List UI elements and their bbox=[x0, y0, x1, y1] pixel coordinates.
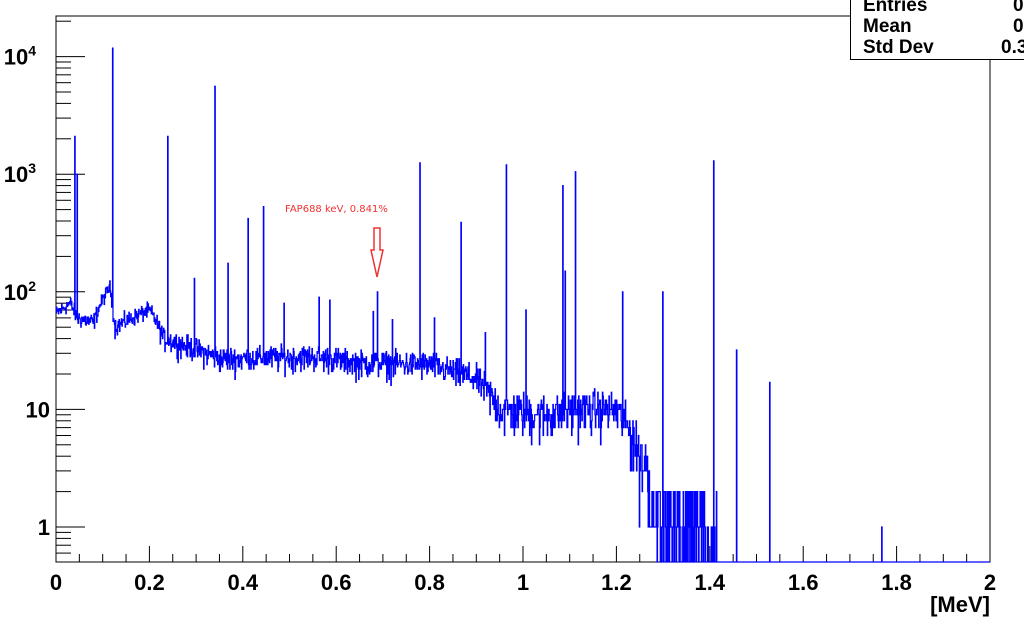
stats-entries-value: 0 bbox=[1013, 0, 1024, 16]
svg-text:1: 1 bbox=[517, 570, 529, 595]
svg-text:1.6: 1.6 bbox=[788, 570, 819, 595]
svg-text:1.4: 1.4 bbox=[695, 570, 726, 595]
y-axis-ticks bbox=[56, 20, 85, 554]
svg-text:104: 104 bbox=[4, 43, 36, 70]
y-axis-labels: 1 10 102 103 104 bbox=[4, 43, 50, 540]
stats-box: Entries 0 Mean 0 Std Dev 0.3 bbox=[850, 0, 1024, 60]
svg-text:1.8: 1.8 bbox=[881, 570, 912, 595]
x-axis-labels: 0 0.2 0.4 0.6 0.8 1 1.2 1.4 1.6 1.8 2 bbox=[50, 570, 996, 595]
spectrum-line bbox=[55, 47, 990, 563]
svg-text:0.8: 0.8 bbox=[414, 570, 445, 595]
svg-text:10: 10 bbox=[26, 397, 50, 422]
plot-frame bbox=[55, 15, 991, 563]
stats-stddev-value: 0.3 bbox=[1001, 37, 1024, 58]
svg-text:0.6: 0.6 bbox=[321, 570, 352, 595]
stats-stddev-label: Std Dev bbox=[863, 37, 934, 58]
arrow-down-icon bbox=[370, 227, 384, 278]
svg-text:1: 1 bbox=[38, 515, 50, 540]
svg-text:2: 2 bbox=[984, 570, 996, 595]
svg-text:0.4: 0.4 bbox=[228, 570, 259, 595]
svg-text:103: 103 bbox=[4, 160, 36, 187]
stats-mean-value: 0 bbox=[1013, 16, 1024, 37]
svg-text:102: 102 bbox=[4, 278, 36, 305]
annotation-text: FAP688 keV, 0.841% bbox=[285, 204, 388, 215]
svg-text:0.2: 0.2 bbox=[134, 570, 165, 595]
x-axis-ticks bbox=[55, 546, 991, 562]
svg-text:0: 0 bbox=[50, 570, 62, 595]
stats-mean-label: Mean bbox=[863, 16, 912, 37]
stats-entries-label: Entries bbox=[863, 0, 928, 16]
svg-text:1.2: 1.2 bbox=[601, 570, 632, 595]
x-axis-unit-label: [MeV] bbox=[930, 592, 990, 617]
